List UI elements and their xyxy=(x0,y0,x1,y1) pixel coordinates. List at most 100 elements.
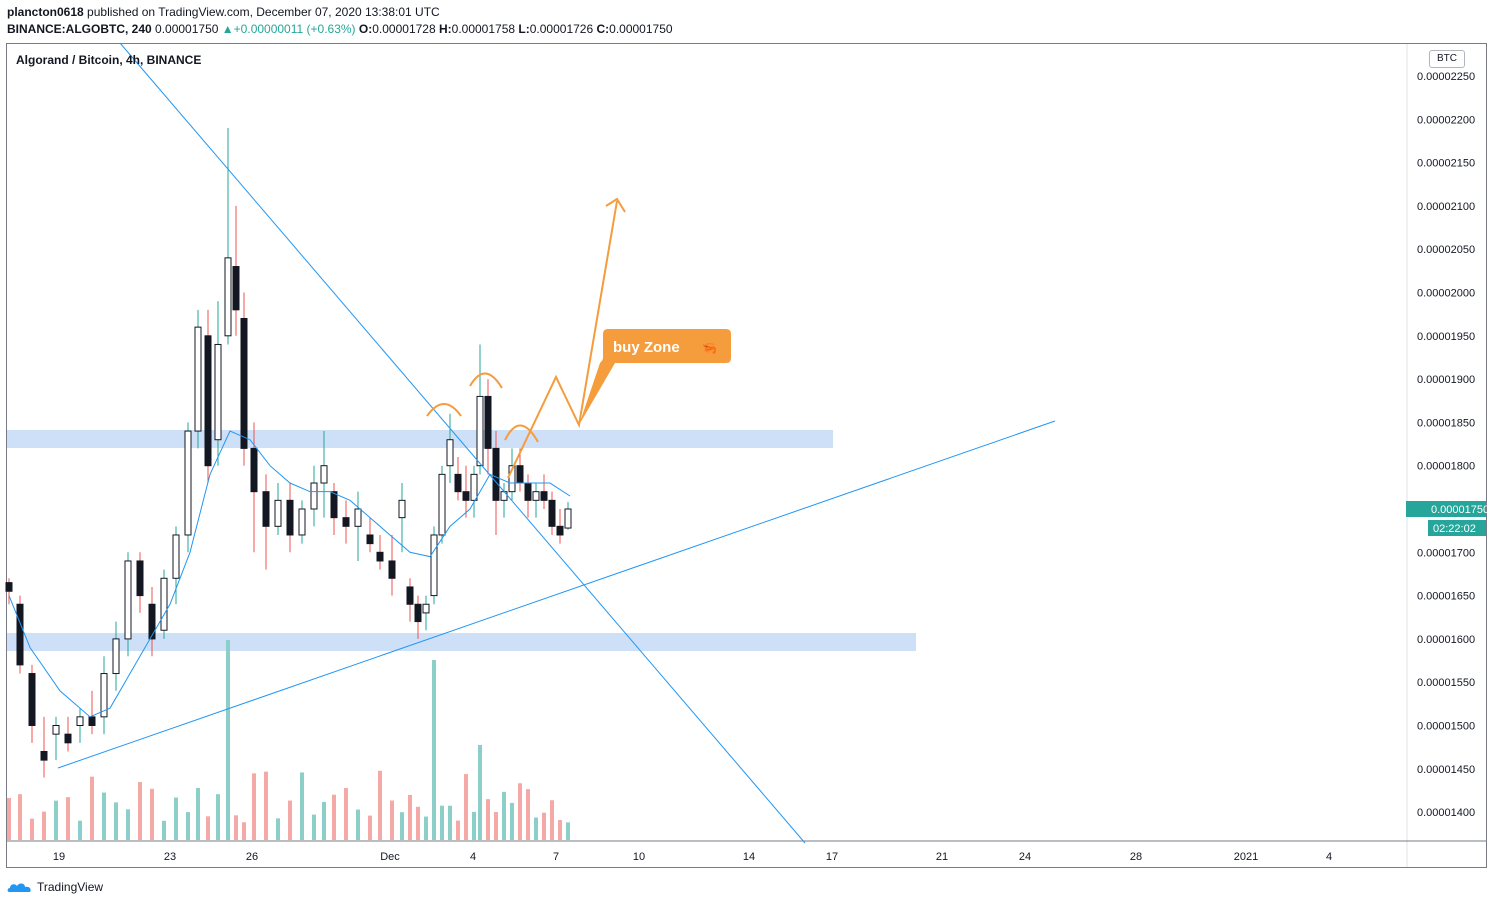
publish-info: plancton0618 published on TradingView.co… xyxy=(7,5,440,19)
volume-bar xyxy=(206,816,210,840)
close-value: 0.00001750 xyxy=(609,22,673,36)
chart-frame[interactable] xyxy=(6,43,1487,868)
volume-bar xyxy=(322,801,326,840)
volume-bar xyxy=(186,812,190,840)
candle-body xyxy=(406,586,414,605)
volume-bar xyxy=(78,820,82,840)
ascending-trendline xyxy=(57,420,1056,769)
volume-bar xyxy=(114,802,118,840)
descending-trendline xyxy=(119,42,806,844)
volume-bar xyxy=(150,788,154,840)
volume-bar xyxy=(126,809,130,840)
volume-bar xyxy=(90,776,94,840)
axes: 0.00002250 0.00002200 0.00002150 0.00002100… xyxy=(7,44,1489,867)
y-tick-label: 0.00001850 xyxy=(1417,417,1475,429)
candle-body xyxy=(508,465,516,493)
x-tick-label: 26 xyxy=(246,851,258,863)
candle-body xyxy=(214,343,222,441)
last-price: 0.00001750 xyxy=(155,22,219,36)
countdown-text: 02:22:02 xyxy=(1433,523,1476,535)
currency-button[interactable]: BTC xyxy=(1429,50,1465,68)
callout-shape xyxy=(579,329,731,425)
volume-bar xyxy=(30,818,34,840)
y-tick-label: 0.00002050 xyxy=(1417,244,1475,256)
volume-bar xyxy=(264,771,268,840)
y-tick-label: 0.00001700 xyxy=(1417,547,1475,559)
y-tick-label: 0.00002250 xyxy=(1417,71,1475,83)
candle-body xyxy=(16,603,24,666)
drawings: buy Zone 🦐 xyxy=(8,42,1056,844)
candle-body xyxy=(476,395,484,467)
volume-bar xyxy=(534,817,538,840)
y-tick-label: 0.00001550 xyxy=(1417,677,1475,689)
x-tick-label: 23 xyxy=(164,851,176,863)
candle-body xyxy=(28,673,36,726)
x-tick-label: Dec xyxy=(380,851,400,863)
candle-body xyxy=(500,491,508,501)
candle-body xyxy=(194,326,202,432)
o-label: O: xyxy=(358,22,373,36)
candle-body xyxy=(540,491,548,501)
y-tick-label: 0.00002150 xyxy=(1417,158,1475,170)
x-tick-label: 4 xyxy=(470,851,476,863)
up-arrow-icon: ▲ xyxy=(221,22,234,36)
resistance-zone xyxy=(7,430,833,448)
right-shoulder-arc xyxy=(504,424,539,443)
volume-bar xyxy=(502,791,506,840)
volume-bar xyxy=(226,640,230,840)
price-badge xyxy=(1406,501,1486,517)
candles xyxy=(5,127,572,778)
candle-body xyxy=(532,491,540,501)
candle-body xyxy=(388,560,396,579)
x-tick-label: 2021 xyxy=(1234,851,1258,863)
candle-body xyxy=(422,603,430,614)
c-label: C: xyxy=(596,22,610,36)
candle-body xyxy=(398,499,406,519)
tradingview-logo[interactable]: TradingView xyxy=(7,880,103,894)
countdown-badge xyxy=(1428,520,1486,536)
ohlc-line: BINANCE:ALGOBTC, 240 0.00001750 ▲+0.0000… xyxy=(7,22,673,36)
volume-bar xyxy=(102,792,106,840)
volume-bar xyxy=(416,806,420,840)
l-label: L: xyxy=(518,22,530,36)
volume-bar xyxy=(196,788,200,840)
x-tick-label: 17 xyxy=(826,851,838,863)
volume-bar xyxy=(400,812,404,840)
open-value: 0.00001728 xyxy=(372,22,436,36)
volume-bar xyxy=(472,811,476,840)
candle-body xyxy=(446,439,454,467)
candle-body xyxy=(516,465,524,484)
y-tick-label: 0.00002000 xyxy=(1417,288,1475,300)
moving-average-line xyxy=(8,430,571,718)
volume-bar xyxy=(550,800,554,840)
volume-bar xyxy=(542,812,546,840)
volume-bar xyxy=(408,794,412,840)
candle-body xyxy=(430,534,438,597)
candle-body xyxy=(492,447,500,501)
x-tick-label: 14 xyxy=(743,851,755,863)
volume-bar xyxy=(558,820,562,840)
candle-body xyxy=(274,499,282,527)
candle-body xyxy=(5,582,13,592)
candle-body xyxy=(310,482,318,510)
candle-body xyxy=(184,430,192,536)
candle-body xyxy=(52,725,60,735)
y-tick-label: 0.00001600 xyxy=(1417,634,1475,646)
low-value: 0.00001726 xyxy=(529,22,594,36)
volume-bar xyxy=(216,794,220,840)
price-change: +0.00000011 (+0.63%) xyxy=(233,22,356,36)
x-tick-label: 7 xyxy=(553,851,559,863)
volume-bars xyxy=(7,640,570,840)
volume-bar xyxy=(174,797,178,840)
candle-body xyxy=(298,508,306,536)
price-badge-text: 0.00001750 xyxy=(1431,504,1489,516)
x-tick-label: 28 xyxy=(1130,851,1142,863)
legend-title: Algorand / Bitcoin, 4h, BINANCE xyxy=(16,53,202,67)
candle-body xyxy=(124,560,132,640)
volume-bar xyxy=(390,800,394,840)
volume-bar xyxy=(252,773,256,840)
candle-body xyxy=(462,491,470,501)
candle-body xyxy=(438,473,446,536)
candle-body xyxy=(76,716,84,727)
